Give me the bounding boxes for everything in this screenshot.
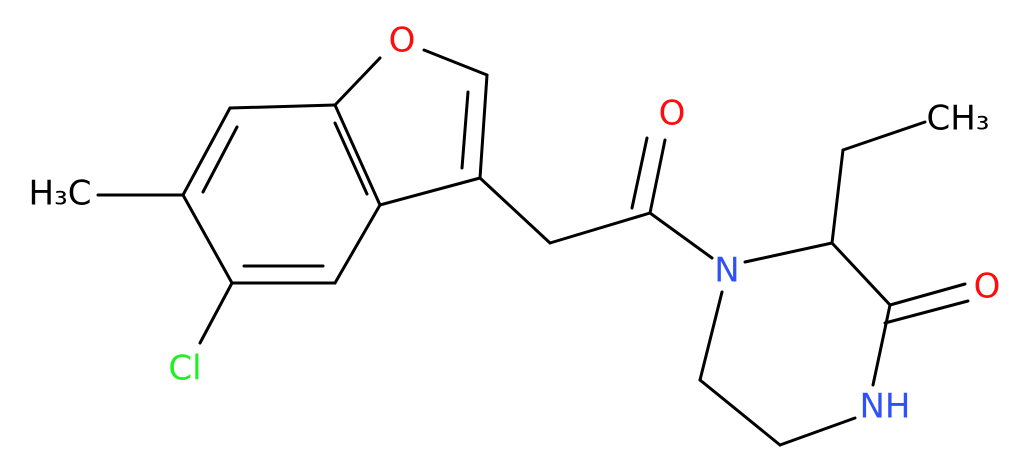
atom-label: CH₃ [927, 99, 990, 139]
atom-label: O [974, 267, 1001, 307]
bond [778, 416, 857, 447]
atom-label: O [389, 21, 416, 61]
bond [478, 176, 552, 245]
bond [201, 125, 239, 194]
bond [333, 103, 382, 207]
bond [630, 136, 649, 210]
atom-label: H₃C [29, 174, 92, 214]
atom-label: NH [860, 387, 911, 427]
bond [460, 90, 470, 170]
bond [883, 299, 970, 325]
bond [181, 106, 232, 197]
bonds [96, 48, 970, 447]
bond [698, 378, 782, 447]
atom-label: O [659, 94, 686, 134]
atom-label: Cl [168, 349, 201, 389]
bond [648, 211, 714, 260]
bond [888, 282, 967, 307]
bond [228, 103, 337, 110]
bond [830, 241, 892, 307]
bond [743, 241, 834, 264]
bond [333, 203, 382, 285]
bond [198, 281, 234, 345]
bond [698, 290, 724, 382]
bond [181, 193, 234, 285]
bond [648, 138, 667, 215]
bond [871, 303, 892, 387]
bond [333, 56, 382, 107]
bond [478, 73, 489, 180]
bond [422, 48, 489, 77]
bond [548, 211, 652, 245]
bond [378, 176, 482, 207]
bond [841, 120, 927, 152]
bond [830, 148, 845, 245]
bond [333, 121, 369, 196]
atom-label: N [714, 251, 739, 291]
